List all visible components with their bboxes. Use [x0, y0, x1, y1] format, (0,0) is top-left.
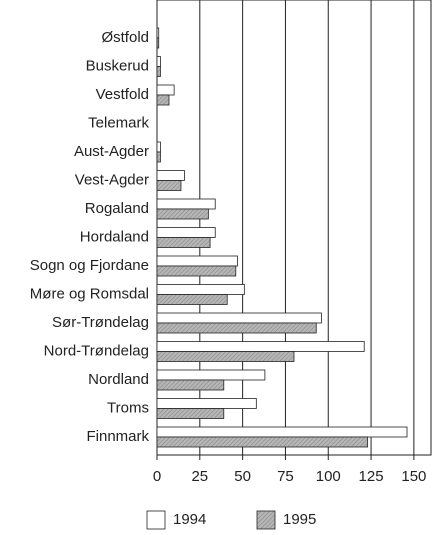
legend-label: 1994: [173, 511, 206, 528]
bar: [156, 255, 238, 267]
x-tick-label: 150: [401, 468, 426, 485]
y-tick-label: Vestfold: [96, 86, 149, 103]
legend-hatch: [257, 511, 275, 529]
x-tick-label: 0: [153, 468, 161, 485]
y-tick-label: Troms: [107, 399, 149, 416]
bar-hatch: [157, 351, 294, 362]
bar-hatch: [157, 294, 228, 305]
y-tick-label: Buskerud: [86, 57, 149, 74]
bar-hatch: [157, 237, 211, 248]
y-tick-label: Sogn og Fjordane: [30, 257, 149, 274]
bar: [156, 84, 175, 96]
y-tick-label: Møre og Romsdal: [30, 285, 149, 302]
bar-hatch: [157, 95, 169, 105]
bar: [156, 369, 266, 381]
y-tick-label: Vest-Agder: [75, 171, 149, 188]
bar: [156, 341, 365, 352]
x-tick-label: 100: [316, 468, 341, 485]
bar-hatch: [157, 152, 161, 162]
y-tick-label: Nord-Trøndelag: [44, 342, 149, 359]
bar-hatch: [157, 408, 224, 419]
y-tick-label: Rogaland: [85, 200, 149, 217]
x-tick-label: 75: [277, 468, 294, 485]
x-tick-label: 125: [359, 468, 384, 485]
bar: [156, 426, 408, 438]
x-tick-label: 25: [191, 468, 208, 485]
bar: [156, 170, 185, 181]
y-tick-label: Telemark: [88, 114, 149, 131]
bar: [156, 27, 160, 39]
bar: [156, 284, 245, 295]
legend-swatch: [146, 510, 166, 530]
bar-hatch: [157, 66, 161, 77]
bar: [156, 398, 257, 409]
bar-hatch: [157, 380, 224, 390]
y-tick-label: Nordland: [88, 371, 149, 388]
bar: [156, 141, 161, 153]
y-tick-label: Aust-Agder: [74, 143, 149, 160]
bar-hatch: [157, 38, 159, 48]
bar-hatch: [157, 266, 236, 276]
x-tick-label: 50: [234, 468, 251, 485]
bar-hatch: [157, 323, 317, 333]
bar: [156, 198, 216, 210]
y-tick-label: Østfold: [101, 29, 149, 46]
y-tick-label: Finnmark: [86, 428, 149, 445]
y-tick-label: Sør-Trøndelag: [52, 314, 149, 331]
bar: [156, 312, 322, 324]
bar-hatch: [157, 437, 368, 447]
y-tick-label: Hordaland: [80, 228, 149, 245]
bar: [156, 56, 161, 67]
bar-hatch: [157, 209, 209, 219]
bar-hatch: [157, 180, 181, 191]
legend-label: 1995: [283, 511, 316, 528]
bar: [156, 227, 216, 238]
